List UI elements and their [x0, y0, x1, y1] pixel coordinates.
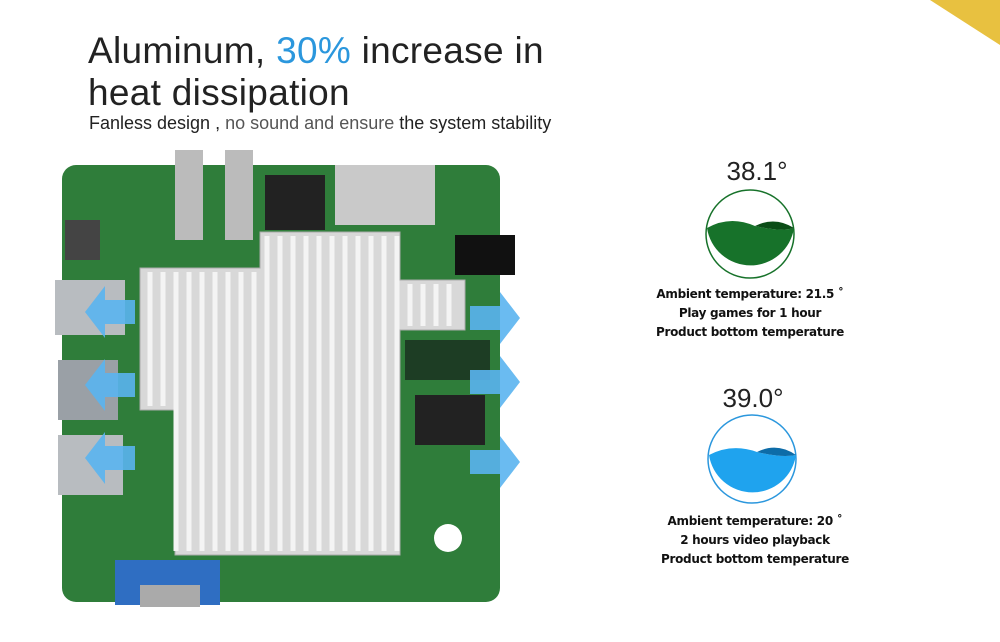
airflow-arrow-icon	[85, 359, 135, 411]
reading-2-caption: Ambient temperature: 20 ˚ 2 hours video …	[660, 514, 849, 566]
airflow-arrows	[85, 286, 520, 488]
temperature-reading-1: 38.1°	[726, 156, 788, 186]
airflow-arrow-icon	[85, 432, 135, 484]
temperature-reading-2: 39.0°	[722, 383, 784, 413]
headline-highlight: 30%	[276, 30, 352, 71]
airflow-arrow-icon	[470, 356, 520, 408]
headline: Aluminum, 30% increase in heat dissipatio…	[88, 30, 544, 113]
heatsink	[139, 231, 466, 556]
reading-1-caption: Ambient temperature: 21.5 ˚ Play games f…	[655, 287, 844, 339]
airflow-arrow-icon	[85, 286, 135, 338]
subtitle: Fanless design , no sound and ensure the…	[89, 113, 552, 133]
corner-decoration	[930, 0, 1000, 45]
airflow-arrow-icon	[470, 292, 520, 344]
temperature-gauge-2	[707, 414, 797, 504]
airflow-arrow-icon	[470, 436, 520, 488]
temperature-gauge-1	[705, 189, 795, 279]
